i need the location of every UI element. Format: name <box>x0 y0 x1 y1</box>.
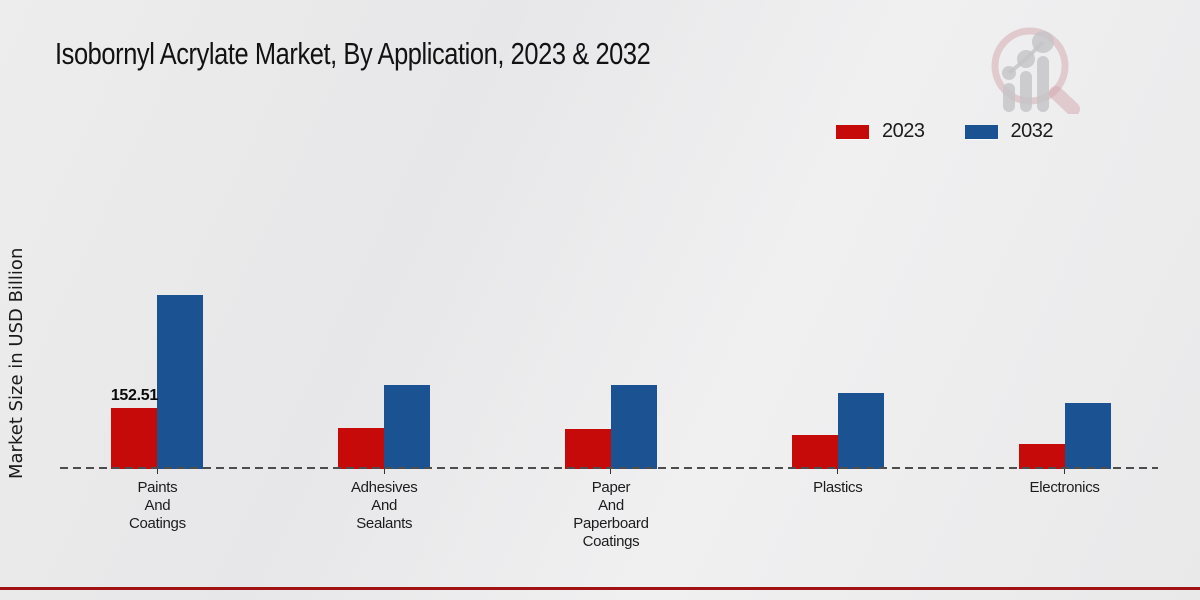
bar-pair <box>1018 402 1111 469</box>
bar-2032[interactable] <box>384 385 431 469</box>
bar-2032[interactable] <box>610 385 657 469</box>
legend-item-2032[interactable]: 2032 <box>964 120 1054 143</box>
legend-swatch-2023-icon <box>836 124 869 139</box>
legend: 2023 2032 <box>836 120 1053 143</box>
bar-2032[interactable] <box>837 393 884 469</box>
chart-title: Isobornyl Acrylate Market, By Applicatio… <box>55 36 651 71</box>
category-label: Plastics <box>813 479 863 496</box>
category-label: Electronics <box>1029 479 1100 496</box>
category-label: Adhesives And Sealants <box>350 479 418 532</box>
bar-2023[interactable] <box>338 428 385 469</box>
bar-group <box>951 402 1178 469</box>
axis-tick <box>1064 469 1066 474</box>
bar-group <box>271 385 498 469</box>
x-axis-labels: Paints And Coatings Adhesives And Sealant… <box>44 469 1178 551</box>
plot-area: 152.51 <box>44 0 1178 469</box>
footer-stripe <box>0 587 1200 600</box>
magnifier-bar-chart-logo-icon <box>991 27 1080 114</box>
axis-slot: Paper And Paperboard Coatings <box>498 469 725 551</box>
bar-pair <box>564 385 657 469</box>
axis-slot: Paints And Coatings <box>44 469 271 551</box>
bar-group <box>724 393 951 469</box>
bar-group: 152.51 <box>44 295 271 469</box>
bar-pair <box>791 393 884 469</box>
bar-2023[interactable] <box>1018 444 1065 469</box>
axis-tick <box>383 469 385 474</box>
legend-label: 2023 <box>882 120 925 142</box>
axis-tick <box>610 469 612 474</box>
bar-2032[interactable] <box>157 295 204 469</box>
x-axis-line <box>60 467 1158 469</box>
legend-item-2023[interactable]: 2023 <box>836 120 925 143</box>
legend-swatch-2032-icon <box>964 124 998 139</box>
bar-2023[interactable] <box>564 429 611 469</box>
legend-label: 2032 <box>1010 120 1054 142</box>
axis-tick <box>156 469 158 474</box>
bar-value-label: 152.51 <box>110 387 158 404</box>
bar-pair <box>338 385 431 469</box>
bar-group <box>498 385 725 469</box>
y-axis-label: Market Size in USD Billion <box>6 247 27 479</box>
axis-slot: Adhesives And Sealants <box>271 469 498 551</box>
axis-slot: Electronics <box>951 469 1178 551</box>
axis-tick <box>837 469 839 474</box>
category-label: Paper And Paperboard Coatings <box>573 479 649 550</box>
bar-2023[interactable] <box>111 408 158 469</box>
category-label: Paints And Coatings <box>128 479 186 532</box>
bar-2023[interactable] <box>791 435 838 469</box>
bar-2032[interactable] <box>1064 402 1111 469</box>
axis-slot: Plastics <box>724 469 951 551</box>
bar-pair: 152.51 <box>110 295 204 469</box>
